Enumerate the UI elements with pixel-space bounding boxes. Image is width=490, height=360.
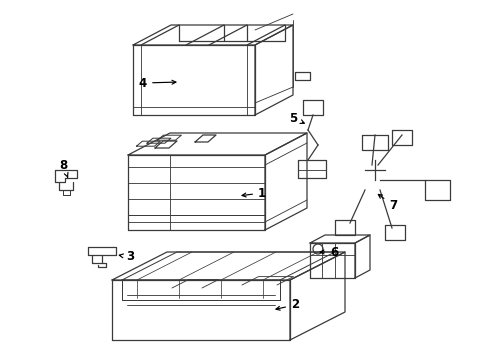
Text: 1: 1 (242, 186, 266, 199)
Text: 7: 7 (378, 194, 397, 212)
Text: 6: 6 (320, 246, 338, 258)
Text: 2: 2 (276, 298, 299, 311)
Text: 3: 3 (119, 251, 134, 264)
Text: 8: 8 (59, 158, 68, 177)
Text: 5: 5 (289, 112, 304, 125)
Text: 4: 4 (139, 77, 176, 90)
